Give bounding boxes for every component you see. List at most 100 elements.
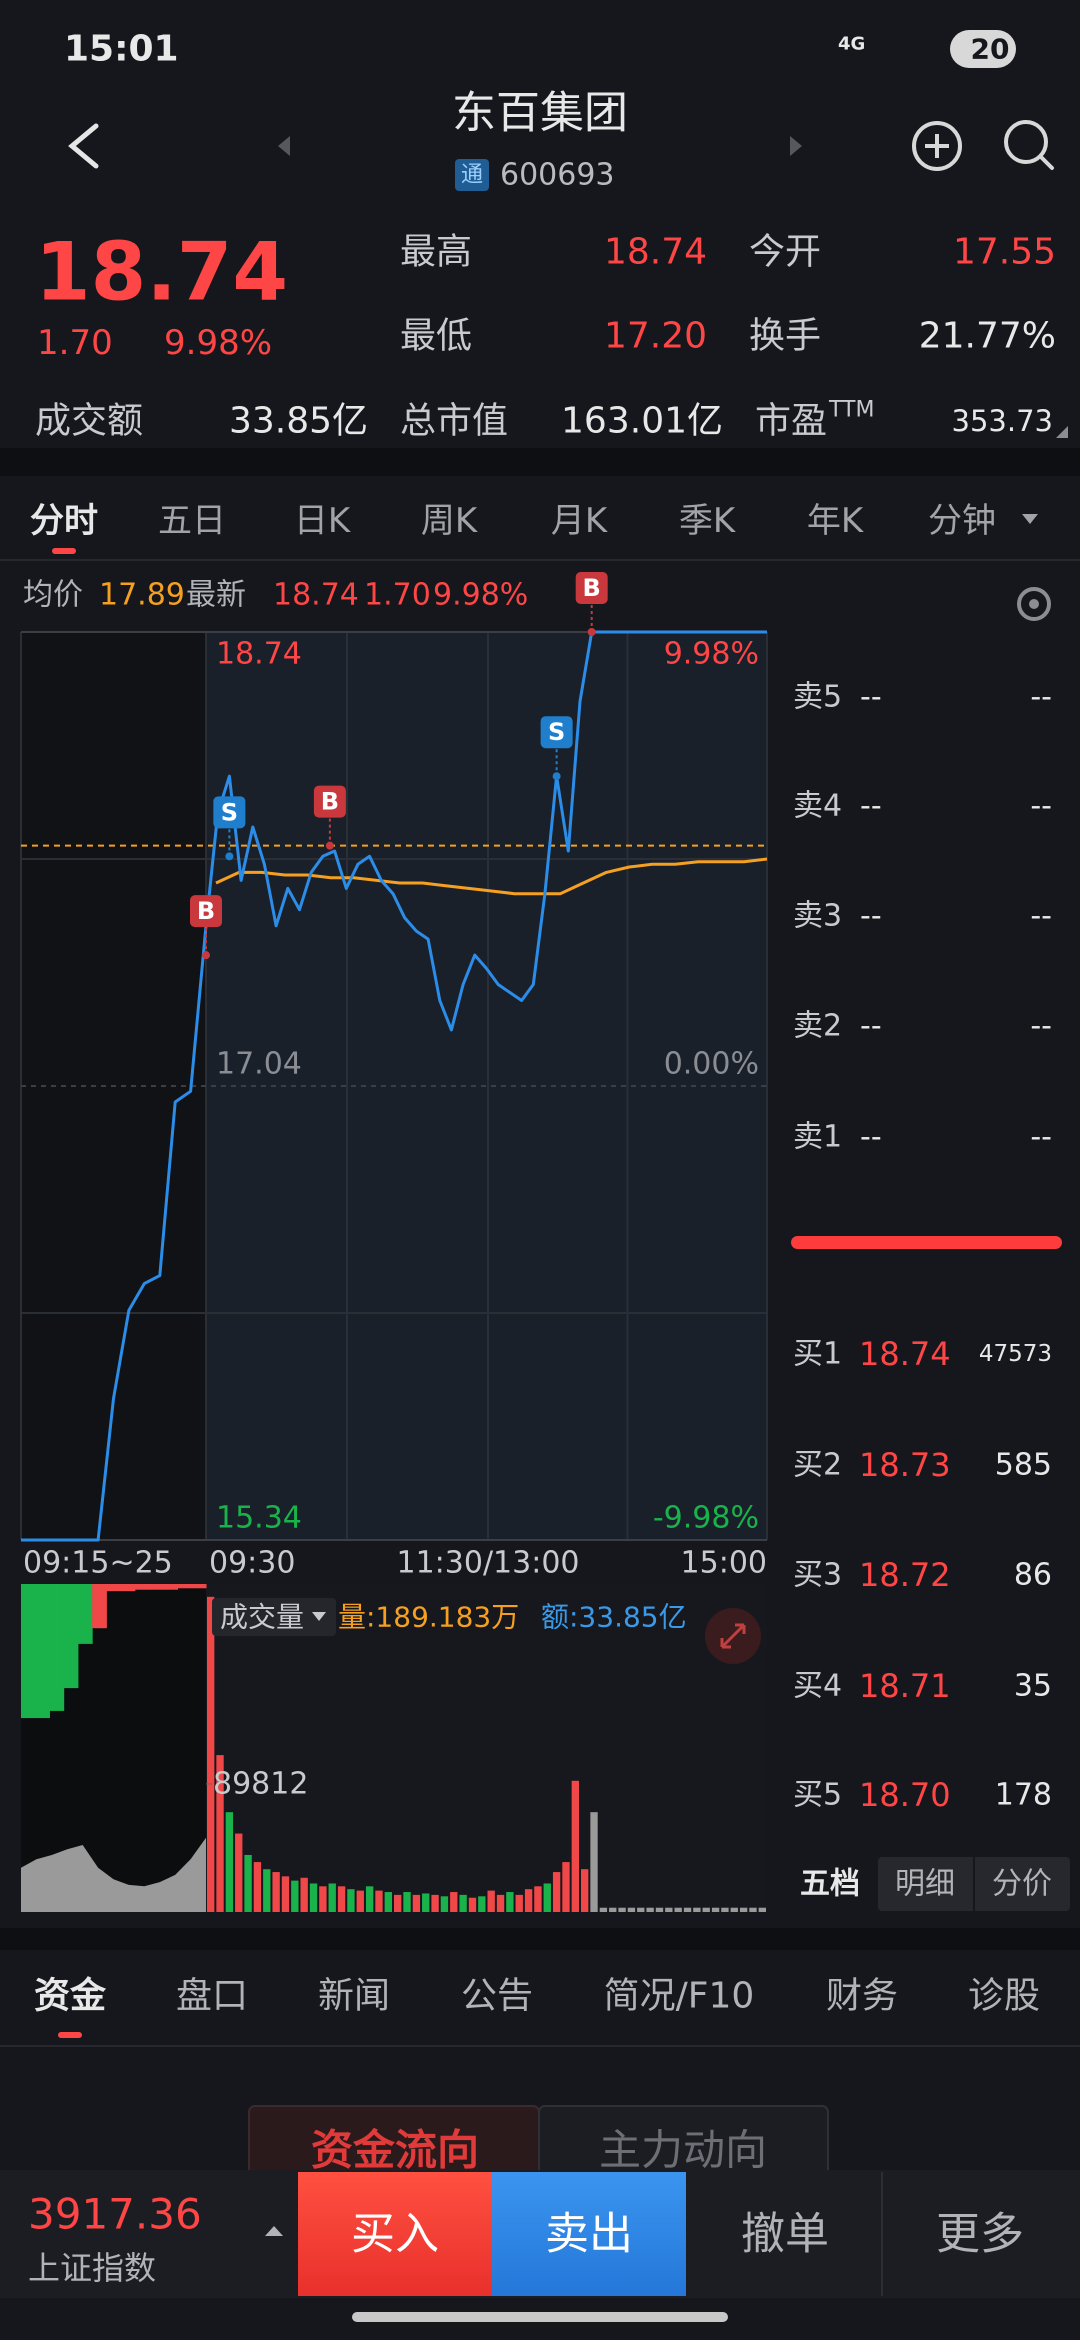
volume-label[interactable]: 成交量	[220, 1601, 304, 1634]
x-tick-label: 09:30	[209, 1546, 295, 1581]
unmatched-bar	[49, 1584, 65, 1711]
volume-bar	[534, 1886, 542, 1912]
summary-label: 市盈	[755, 401, 827, 442]
battery-level: 20	[971, 33, 1010, 66]
period-tab[interactable]: 分钟	[928, 501, 996, 541]
ask-label: 卖1	[793, 1120, 842, 1155]
book-tab[interactable]: 明细	[895, 1867, 955, 1902]
info-tab[interactable]: 公告	[461, 1976, 533, 2017]
unmatched-bar	[63, 1584, 79, 1689]
bid-price: 18.73	[859, 1446, 951, 1484]
x-tick-label: 15:00	[681, 1546, 767, 1581]
volume-bar	[693, 1907, 701, 1912]
bid-label: 买5	[793, 1778, 842, 1813]
volume-bar	[375, 1890, 383, 1912]
dropdown-arrow	[1022, 514, 1038, 524]
volume-bar	[524, 1889, 533, 1912]
info-tab[interactable]: 简况/F10	[604, 1976, 755, 2017]
ask-price: --	[860, 899, 882, 934]
bid-label: 买4	[793, 1669, 842, 1704]
trade-marker	[540, 716, 573, 749]
add-button[interactable]	[912, 121, 962, 171]
book-tab[interactable]: 分价	[992, 1867, 1052, 1902]
action-button[interactable]: 买入	[351, 2209, 439, 2260]
volume-bar	[496, 1894, 505, 1912]
summary-label: 总市值	[400, 401, 508, 442]
summary-value: 353.73	[952, 404, 1053, 438]
auction-line	[21, 925, 208, 1542]
period-tab[interactable]: 五日	[158, 501, 226, 541]
stat-label: 最低	[400, 316, 472, 357]
period-tab[interactable]: 分时	[30, 501, 98, 541]
search-button[interactable]	[1004, 120, 1054, 170]
volume-bar	[478, 1896, 486, 1912]
back-button[interactable]	[68, 123, 99, 169]
stat-value: 17.55	[953, 232, 1056, 273]
more-arrow	[1056, 426, 1068, 438]
info-tab[interactable]: 诊股	[968, 1976, 1040, 2017]
ask-label: 卖5	[793, 680, 842, 715]
action-button[interactable]: 撤单	[741, 2209, 829, 2260]
unmatched-bar	[35, 1584, 50, 1719]
volume-bar	[758, 1907, 766, 1912]
bid-volume: 178	[995, 1778, 1052, 1813]
period-tab[interactable]: 周K	[421, 501, 479, 541]
info-tab[interactable]: 资金	[34, 1975, 107, 2017]
stock-name: 东百集团	[452, 88, 628, 139]
volume-bar	[263, 1869, 271, 1912]
volume-bar	[609, 1907, 617, 1912]
unmatched-bar	[163, 1584, 179, 1590]
badge	[455, 159, 489, 191]
fund-tab-label[interactable]: 主力动向	[599, 2126, 767, 2175]
book-tab[interactable]: 五档	[800, 1867, 860, 1902]
trade-label: B	[583, 574, 601, 602]
volume-bar	[337, 1886, 346, 1912]
volume-bar	[730, 1907, 738, 1912]
summary-value: 33.85亿	[229, 401, 368, 442]
unmatched-bar	[177, 1584, 193, 1589]
y-tick-label: 17.04	[216, 1047, 302, 1082]
period-tab[interactable]: 月K	[551, 501, 609, 541]
auction-volume-area	[21, 1837, 206, 1912]
prev-stock[interactable]	[278, 136, 290, 156]
period-tab[interactable]: 年K	[807, 501, 865, 541]
summary-sup: TTM	[828, 398, 874, 423]
trade-label: S	[221, 798, 238, 826]
info-tab[interactable]: 新闻	[318, 1976, 390, 2017]
index-name: 上证指数	[28, 2249, 156, 2287]
volume-bar	[309, 1883, 318, 1912]
period-tab[interactable]: 日K	[294, 501, 352, 541]
ask-volume: --	[1030, 1120, 1052, 1155]
trade-label: B	[321, 788, 339, 816]
unmatched-bar	[120, 1584, 136, 1592]
trade-marker	[190, 895, 222, 928]
volume-bar	[450, 1892, 458, 1912]
ask-volume: --	[1030, 1009, 1052, 1044]
unmatched-bar	[92, 1584, 107, 1629]
bid-price: 18.74	[859, 1335, 951, 1373]
gear[interactable]	[1017, 587, 1051, 621]
ask-price: --	[860, 1009, 882, 1044]
network: 4G	[838, 34, 865, 55]
info-tab[interactable]: 财务	[826, 1976, 898, 2017]
buy-button[interactable]	[298, 2172, 492, 2296]
volume-zone	[206, 1584, 767, 1912]
info-tab[interactable]: 盘口	[176, 1976, 248, 2017]
sell-button[interactable]	[492, 2172, 686, 2296]
volume-bar	[235, 1833, 243, 1912]
action-button[interactable]: 卖出	[545, 2209, 633, 2260]
action-button[interactable]: 更多	[936, 2209, 1024, 2260]
volume-bar	[394, 1894, 402, 1912]
period-tab[interactable]: 季K	[679, 501, 737, 541]
fund-tab-label[interactable]: 资金流向	[311, 2126, 479, 2175]
index-arrow	[265, 2226, 283, 2236]
volume-bar	[702, 1907, 710, 1912]
average-line	[215, 857, 768, 896]
latest-label: 最新	[186, 578, 246, 613]
volume-bar	[674, 1907, 682, 1912]
volume-bar	[487, 1890, 495, 1912]
next-stock[interactable]	[790, 136, 802, 156]
x-tick-label: 11:30/13:00	[396, 1546, 579, 1581]
ask-price: --	[860, 789, 882, 824]
volume-bar	[749, 1907, 757, 1912]
